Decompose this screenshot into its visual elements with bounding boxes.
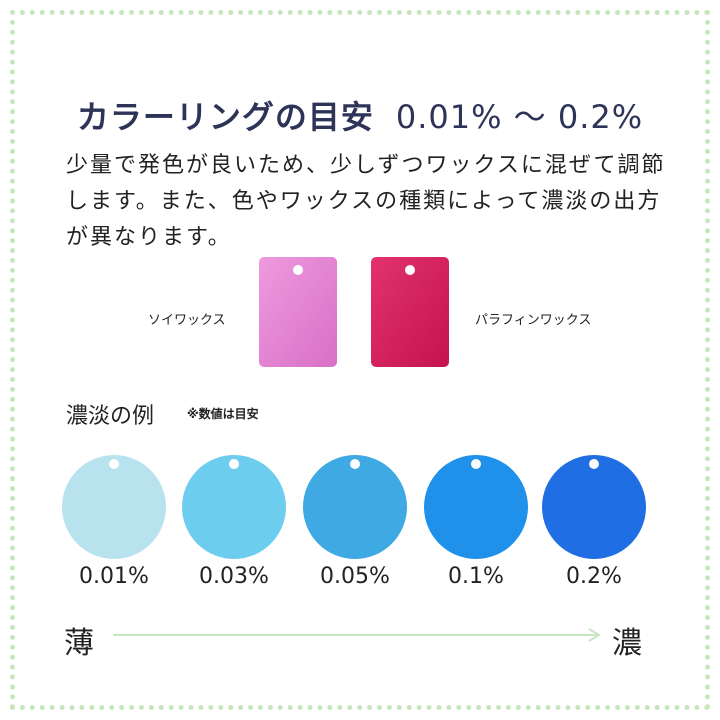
soy-wax-tag <box>258 256 338 368</box>
paraffin-wax-label: パラフィンワックス <box>475 313 592 328</box>
scale-arrow-icon <box>113 627 603 647</box>
paraffin-wax-tag <box>370 256 450 368</box>
shade-section-title: 濃淡の例 <box>66 404 155 429</box>
page-title: カラーリングの目安 0.01% 〜 0.2% <box>0 92 720 138</box>
shade-disc-4 <box>424 455 528 559</box>
soy-wax-tag-body <box>259 257 337 367</box>
shade-percent-2: 0.03% <box>199 564 269 589</box>
shade-percent-3: 0.05% <box>320 564 390 589</box>
shade-disc-3 <box>303 455 407 559</box>
title-range: 0.01% 〜 0.2% <box>395 98 644 136</box>
soy-wax-tag-hole <box>293 265 303 275</box>
shade-disc-1 <box>62 455 166 559</box>
shade-disc-2 <box>182 455 286 559</box>
paraffin-wax-tag-body <box>371 257 449 367</box>
title-text: カラーリングの目安 <box>76 98 374 136</box>
scale-dark-label: 濃 <box>612 626 642 661</box>
description-text: 少量で発色が良いため、少しずつワックスに混ぜて調節します。また、色やワックスの種… <box>66 153 666 250</box>
shade-percent-5: 0.2% <box>566 564 622 589</box>
scale-light-label: 薄 <box>64 626 94 661</box>
shade-disc-5 <box>542 455 646 559</box>
paraffin-wax-tag-hole <box>405 265 415 275</box>
shade-percent-4: 0.1% <box>448 564 504 589</box>
dotted-frame <box>10 10 710 710</box>
shade-percent-1: 0.01% <box>79 564 149 589</box>
soy-wax-label: ソイワックス <box>148 313 226 328</box>
shade-note: ※数値は目安 <box>187 407 259 421</box>
